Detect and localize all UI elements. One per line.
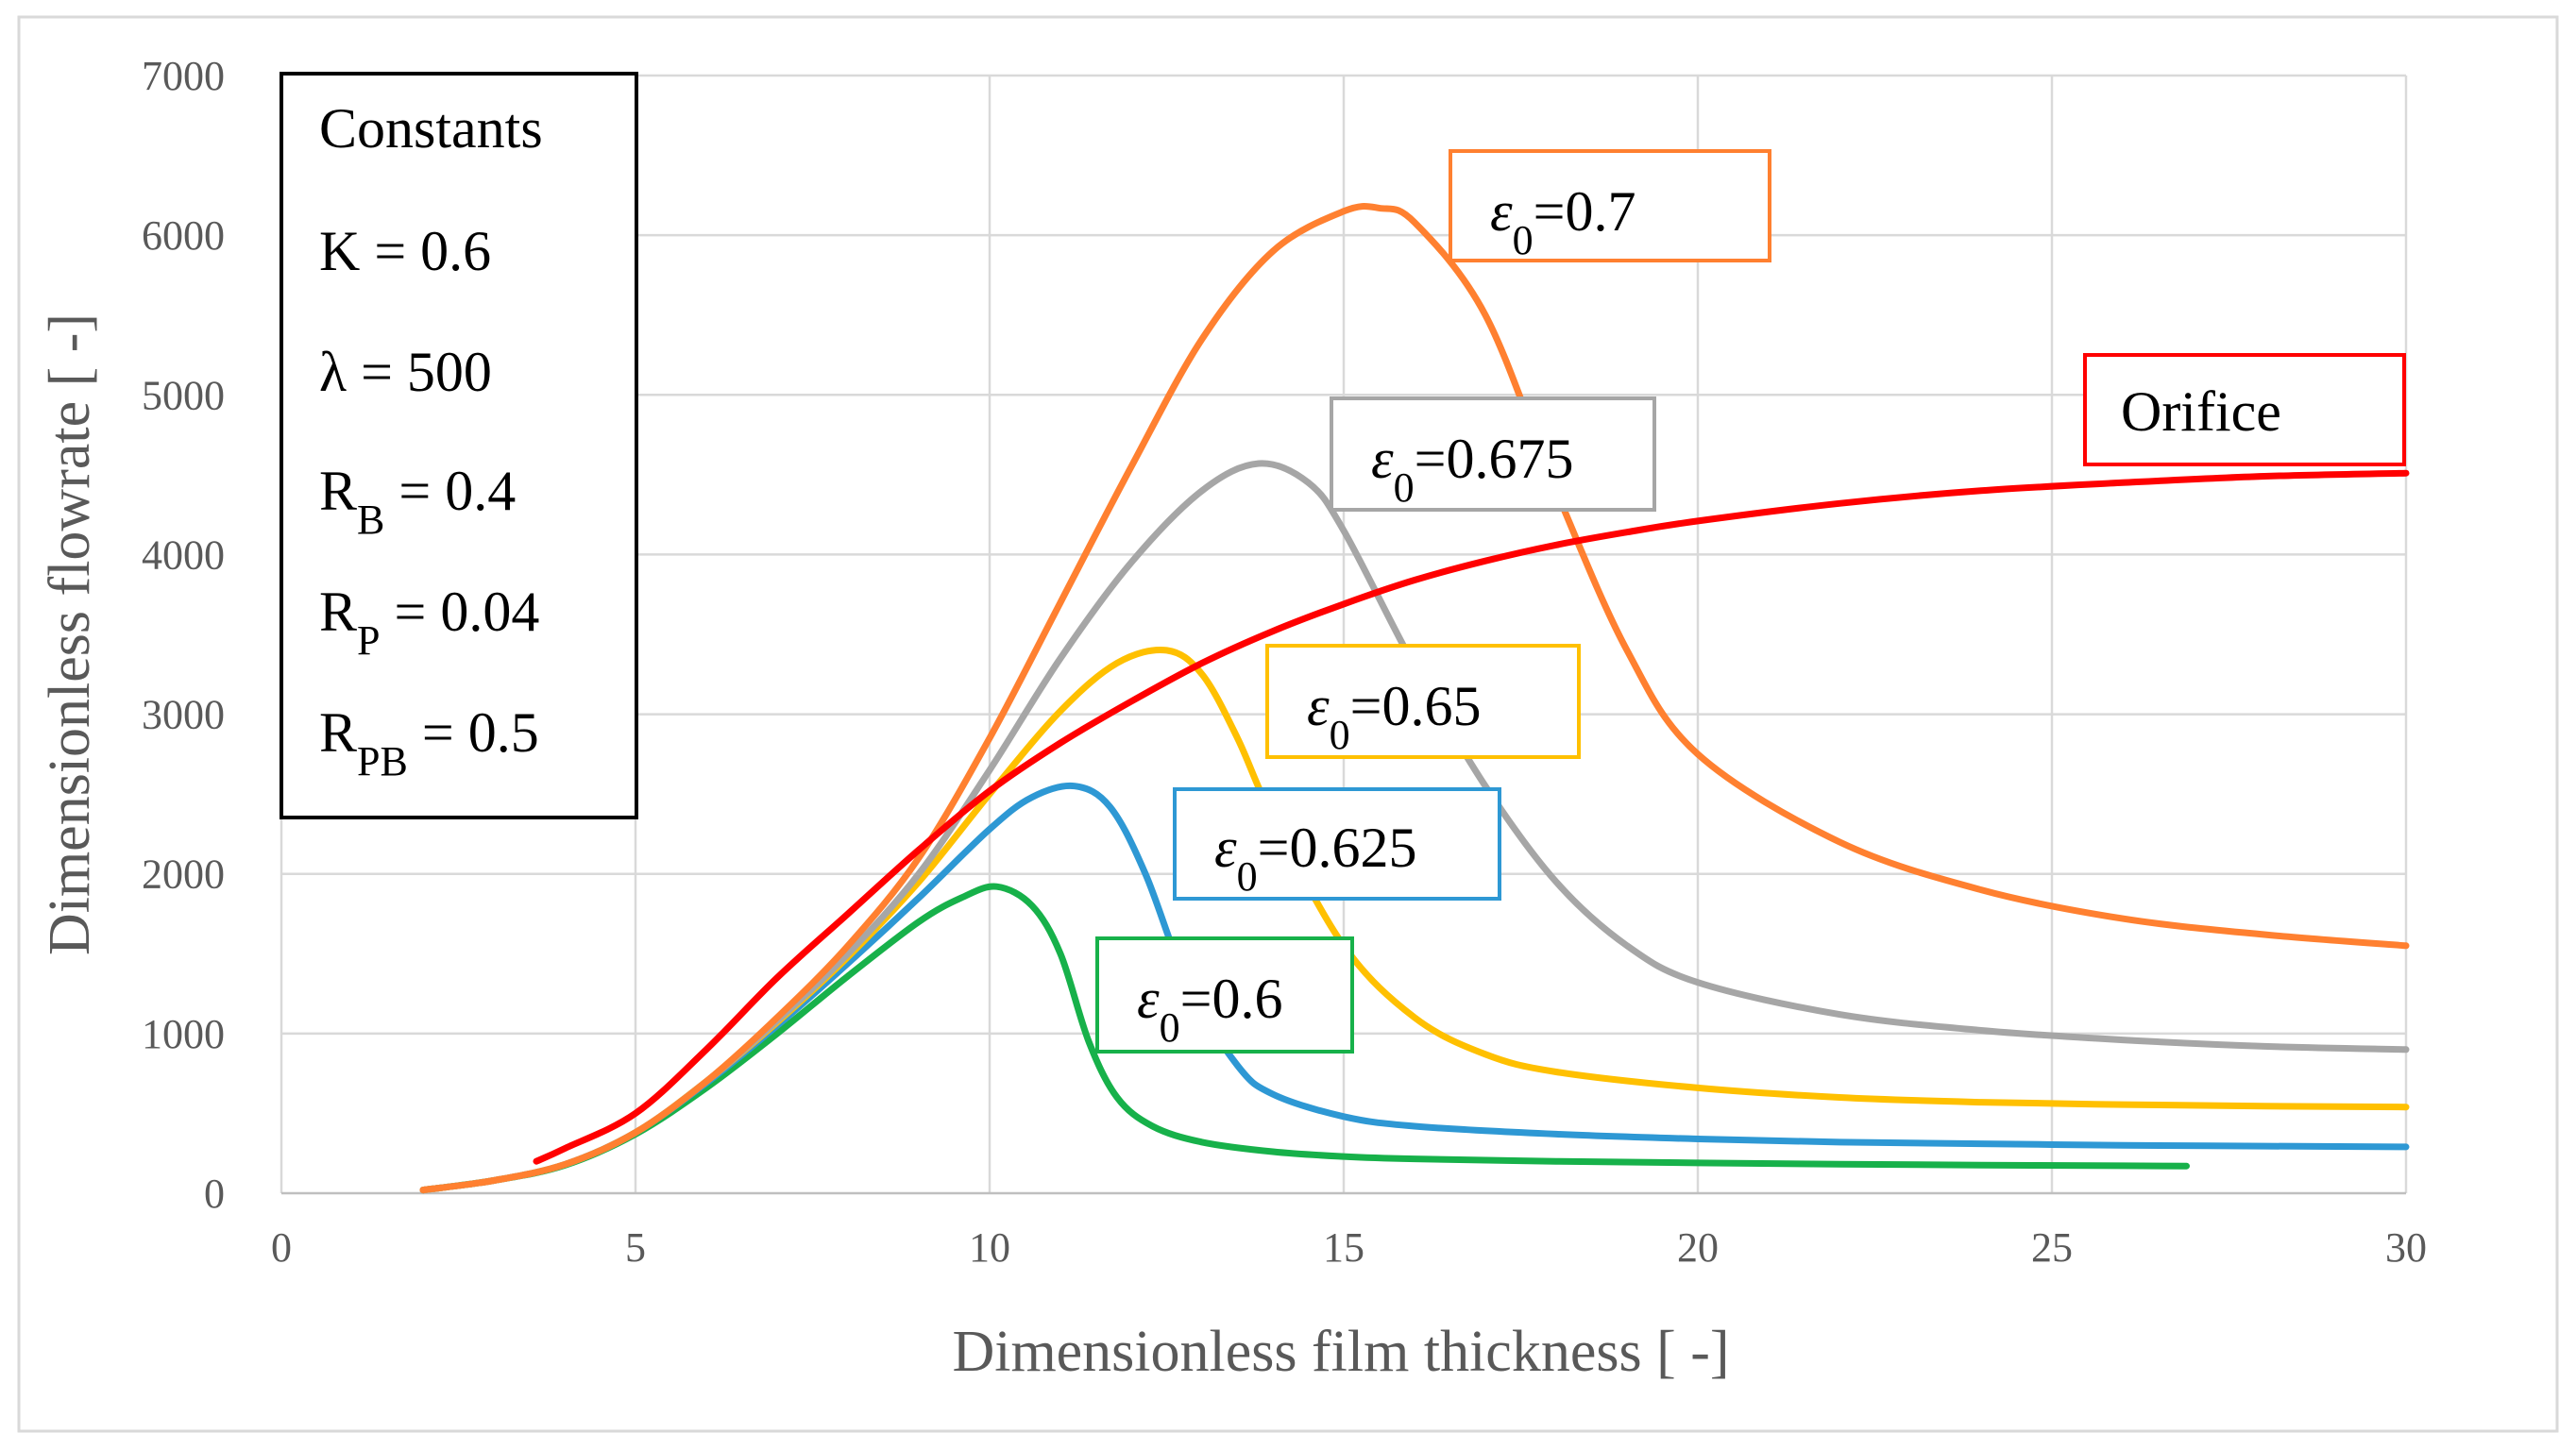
series-label-orifice-base: Orifice [2121,380,2281,443]
series-label-box-orifice [2083,353,2406,466]
y-tick-label-2000: 2000 [142,851,225,898]
constant-k-0-6: K = 0.6 [319,220,491,282]
series-label-text-eps0-0-675: ε0=0.675 [1371,428,1574,511]
series-label-eps0-0-6-base: ε [1137,968,1160,1030]
y-tick-label-5000: 5000 [142,372,225,418]
x-tick-label-0: 0 [271,1224,292,1271]
constant-rpb-subscript: PB [357,738,408,784]
constants-box-frame [280,72,638,819]
series-label-box-eps0-0-625 [1173,787,1501,901]
series-line-orifice [533,469,2410,1165]
series-label-box-eps0-0-65 [1265,644,1581,759]
chart-border [17,15,2559,1433]
series-label-box-eps0-0-7 [1449,149,1771,262]
y-axis-label: Dimensionless flowrate [ -] [38,313,102,955]
x-axis-label: Dimensionless film thickness [ -] [952,1320,1729,1384]
series-label-eps0-0-7: ε0=0.7 [1449,149,1771,263]
series-label-eps0-0-625-base: ε [1214,817,1237,879]
y-tick-label-7000: 7000 [142,53,225,99]
series-label-eps0-0-7-rest: =0.7 [1534,180,1636,243]
series-label-text-orifice: Orifice [2121,380,2281,443]
series-label-eps0-0-7-base: ε [1490,180,1513,243]
x-tick-label-10: 10 [969,1224,1010,1271]
series-line-eps0-0-6 [419,883,2190,1194]
x-tick-label-25: 25 [2031,1224,2073,1271]
constant-rpb: RPB = 0.5 [319,701,539,784]
series-label-eps0-0-675-rest: =0.675 [1415,428,1574,490]
constant-rb: RB = 0.4 [319,460,516,543]
series-label-eps0-0-65: ε0=0.65 [1265,644,1581,759]
constant-rp: RP = 0.04 [319,581,539,664]
series-label-eps0-0-625: ε0=0.625 [1173,787,1501,901]
constant-rp-subscript: P [357,617,380,664]
series-label-eps0-0-625-subscript: 0 [1237,853,1258,900]
constant-lambda-500: λ = 500 [319,341,492,403]
constant-rb-base: R [319,460,357,522]
series-label-text-eps0-0-625: ε0=0.625 [1214,817,1417,900]
series-label-eps0-0-6-subscript: 0 [1160,1004,1180,1051]
y-tick-label-1000: 1000 [142,1011,225,1057]
constant-rpb-base: R [319,701,357,764]
series-label-eps0-0-6-rest: =0.6 [1180,968,1283,1030]
y-tick-label-6000: 6000 [142,212,225,259]
series-label-eps0-0-65-subscript: 0 [1330,712,1350,758]
constant-rb-rest: = 0.4 [384,460,516,522]
x-tick-label-30: 30 [2385,1224,2427,1271]
series-label-box-eps0-0-6 [1095,936,1354,1054]
series-label-eps0-0-675: ε0=0.675 [1330,396,1656,512]
x-tick-label-20: 20 [1677,1224,1719,1271]
series-label-orifice: Orifice [2083,353,2406,466]
series-line-eps0-0-7 [419,203,2410,1194]
series-label-eps0-0-65-rest: =0.65 [1350,675,1482,737]
x-tick-label-15: 15 [1323,1224,1364,1271]
series-label-eps0-0-625-rest: =0.625 [1258,817,1417,879]
series-label-eps0-0-65-base: ε [1307,675,1330,737]
x-tick-label-5: 5 [625,1224,646,1271]
series-label-text-eps0-0-65: ε0=0.65 [1307,675,1482,758]
series-label-box-eps0-0-675 [1330,396,1656,512]
tick-label-layer: 0 5 10 15 20 25 30 0 1000 2000 3000 4000 5000 6000 700… [142,53,2427,1271]
constant-rb-subscript: B [357,497,384,543]
series-label-eps0-0-7-subscript: 0 [1513,217,1534,263]
y-tick-label-3000: 3000 [142,692,225,738]
series-label-text-eps0-0-7: ε0=0.7 [1490,180,1636,263]
series-label-eps0-0-675-subscript: 0 [1394,464,1415,511]
series-label-eps0-0-6: ε0=0.6 [1095,936,1354,1054]
constant-rp-rest: = 0.04 [381,581,540,643]
constant-rpb-rest: = 0.5 [408,701,539,764]
constant-rp-base: R [319,581,357,643]
series-label-layer: Orificeε0=0.7ε0=0.675ε0=0.65ε0=0.625ε0=0… [1095,149,2406,1054]
series-label-text-eps0-0-6: ε0=0.6 [1137,968,1283,1051]
y-tick-label-4000: 4000 [142,531,225,578]
y-tick-label-0: 0 [204,1171,225,1217]
constants-title: Constants [319,97,543,160]
series-label-eps0-0-675-base: ε [1371,428,1394,490]
